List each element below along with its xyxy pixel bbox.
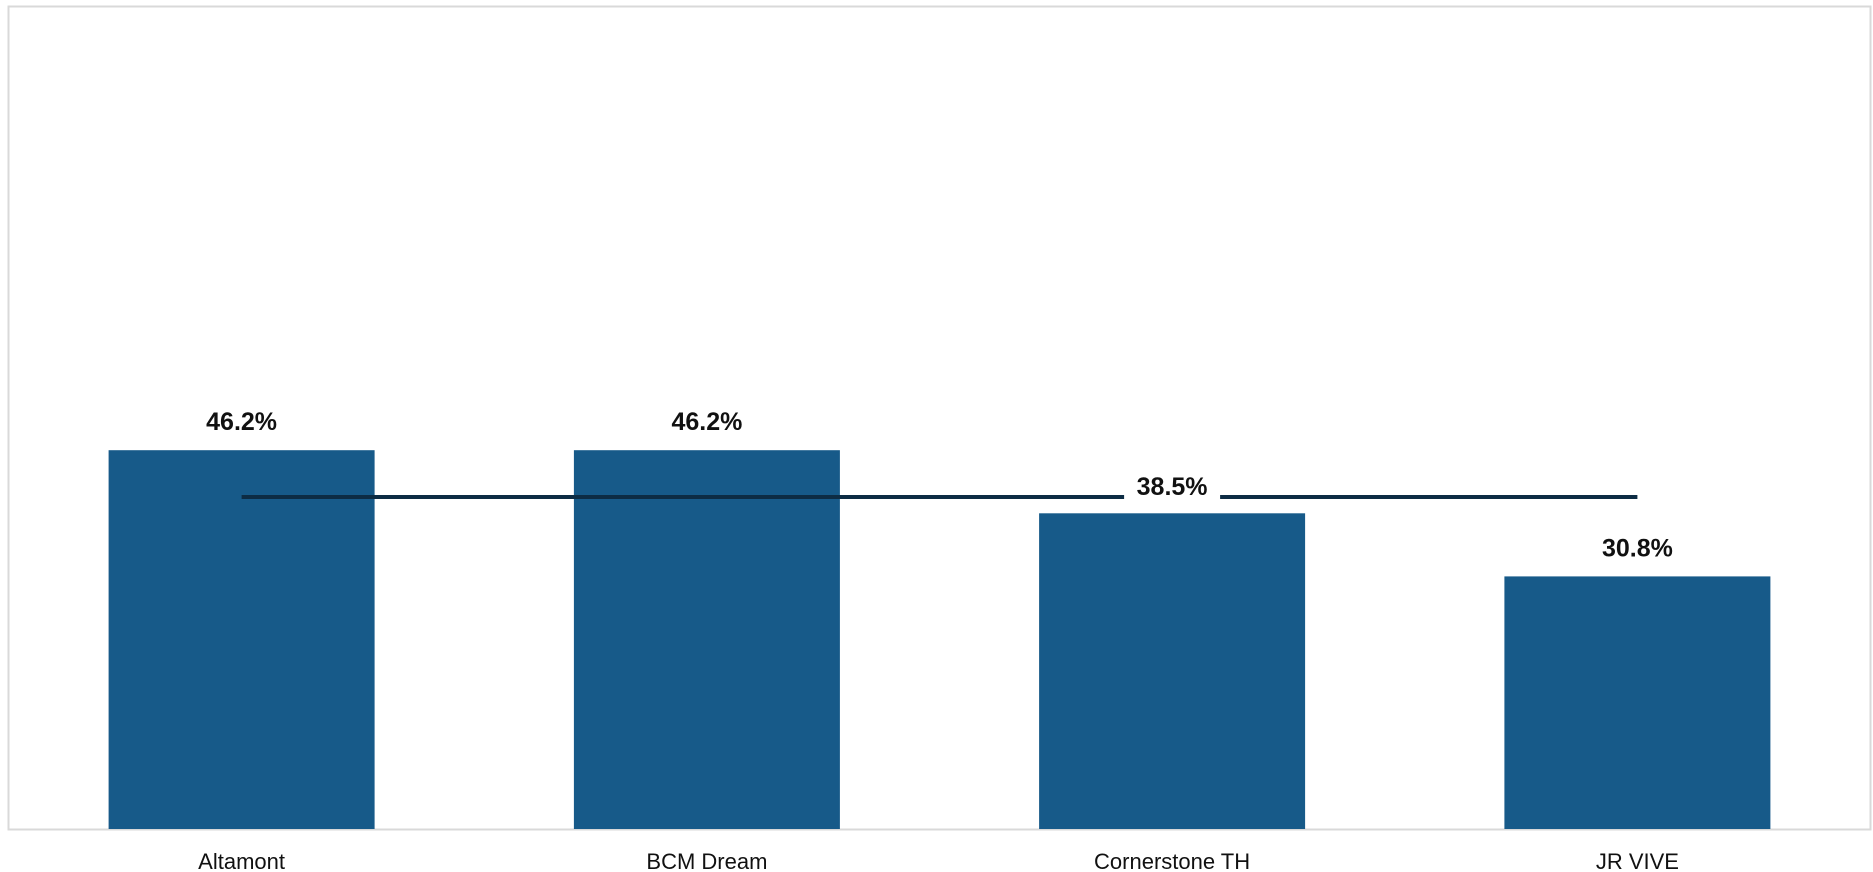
bars-layer bbox=[108, 450, 1771, 829]
value-label: 30.8% bbox=[1602, 534, 1673, 562]
value-label: 46.2% bbox=[671, 408, 742, 436]
bar-cornerstone-th bbox=[1039, 513, 1306, 829]
category-label: Cornerstone TH bbox=[1094, 849, 1250, 872]
bar-altamont bbox=[108, 450, 375, 829]
value-label: 46.2% bbox=[206, 408, 277, 436]
bar-bcm-dream bbox=[573, 450, 840, 829]
bar-jr-vive bbox=[1504, 576, 1771, 829]
category-label: BCM Dream bbox=[646, 849, 767, 872]
category-label: Altamont bbox=[198, 849, 285, 872]
average-line-layer: 38.5% bbox=[241, 473, 1638, 501]
category-label: JR VIVE bbox=[1596, 849, 1679, 872]
average-value-label: 38.5% bbox=[1137, 473, 1208, 501]
value-labels-layer: 46.2% 46.2% 38.5% 30.8% bbox=[206, 408, 1673, 562]
category-labels-layer: Altamont BCM Dream Cornerstone TH JR VIVE bbox=[198, 849, 1679, 872]
